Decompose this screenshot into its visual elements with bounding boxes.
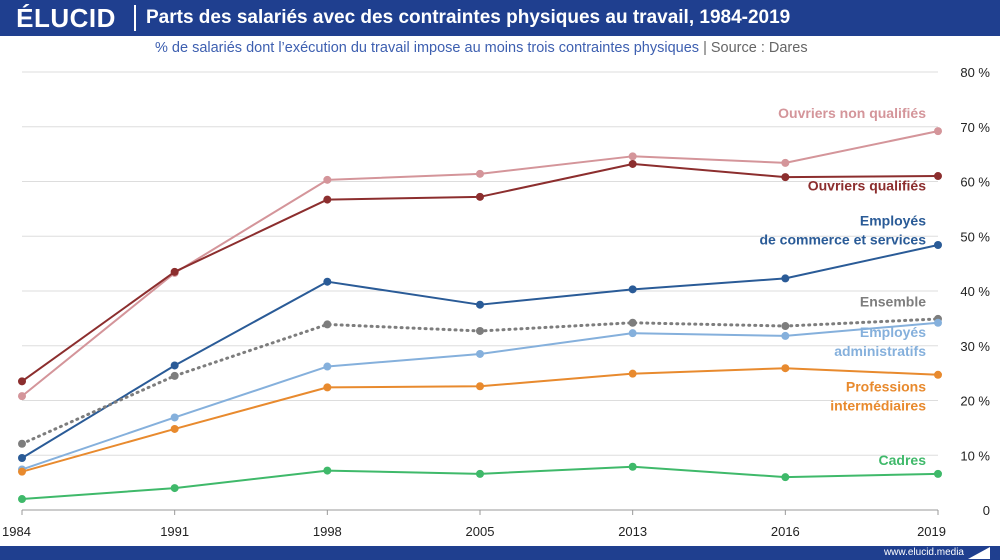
y-tick-label: 50 %: [960, 229, 990, 244]
y-tick-label: 60 %: [960, 175, 990, 190]
header-bar: ÉLUCID Parts des salariés avec des contr…: [0, 0, 1000, 36]
series-point: [781, 274, 790, 283]
x-tick-label: 2013: [618, 524, 647, 539]
y-tick-label: 70 %: [960, 120, 990, 135]
series-point: [934, 370, 942, 379]
series-point: [18, 467, 26, 476]
line-chart: 0 10 % 20 % 30 % 40 % 50 % 60 % 70 % 80 % 1984 199…: [2, 65, 990, 539]
y-tick-label: 30 %: [960, 339, 990, 354]
series-point: [323, 320, 332, 329]
series-point: [628, 369, 637, 378]
series-point: [476, 192, 484, 201]
series-point: [476, 382, 484, 391]
footer-bar: www.elucid.media: [0, 546, 1000, 560]
series-point: [934, 127, 942, 136]
series-line-3: [20, 317, 940, 446]
series-point: [628, 329, 637, 338]
footer-url[interactable]: www.elucid.media: [883, 547, 964, 558]
series-point: [170, 484, 179, 493]
series-point: [628, 318, 637, 327]
series-point: [170, 413, 179, 422]
series-point: [781, 158, 790, 167]
series-point: [781, 331, 790, 340]
series-point: [476, 349, 484, 358]
series-point: [323, 466, 332, 475]
series-point: [781, 173, 790, 182]
series-label: Employés: [860, 212, 926, 228]
series-point: [628, 159, 637, 168]
series-label: Cadres: [879, 452, 927, 468]
elucid-logo[interactable]: ÉLUCID: [16, 3, 116, 33]
series-point: [934, 241, 942, 250]
series-label: Employés: [860, 324, 926, 340]
logo-divider: [134, 5, 136, 31]
series-point: [628, 152, 637, 161]
series-point: [934, 469, 942, 478]
series-point: [476, 300, 484, 309]
chart-subtitle: % de salariés dont l’exécution du travai…: [155, 40, 808, 56]
y-tick-label: 80 %: [960, 65, 990, 80]
series-point: [18, 377, 26, 386]
series-point: [170, 424, 179, 433]
series-point: [18, 495, 26, 504]
series-line-4: [21, 321, 939, 471]
series-point: [781, 322, 790, 331]
series-point: [934, 318, 942, 327]
series-point: [934, 172, 942, 181]
y-tick-label: 0: [983, 503, 990, 518]
series-point: [170, 371, 179, 380]
y-tick-label: 40 %: [960, 284, 990, 299]
series-point: [323, 175, 332, 184]
series-point: [476, 169, 484, 178]
series-point: [323, 277, 332, 286]
y-tick-label: 20 %: [960, 394, 990, 409]
series-point: [628, 285, 637, 294]
series-point: [18, 439, 26, 448]
y-tick-label: 10 %: [960, 448, 990, 463]
x-tick-label: 2019: [917, 524, 946, 539]
series-point: [323, 362, 332, 371]
series-point: [323, 195, 332, 204]
series-point: [170, 361, 179, 370]
series-point: [323, 383, 332, 392]
series-label: Ouvriers non qualifiés: [778, 105, 926, 121]
series-label: de commerce et services: [759, 231, 926, 247]
x-tick-label: 2016: [771, 524, 800, 539]
series-point: [476, 326, 484, 335]
series-label: Ouvriers qualifiés: [808, 177, 926, 193]
series-label: Professions: [846, 379, 926, 395]
x-tick-label: 1998: [313, 524, 342, 539]
series-point: [781, 473, 790, 482]
series-label: Ensemble: [860, 293, 926, 309]
series-point: [18, 392, 26, 401]
chart-title: Parts des salariés avec des contraintes …: [146, 7, 791, 28]
x-tick-label: 1991: [160, 524, 189, 539]
elucid-mark-icon: [968, 547, 990, 559]
series-point: [781, 364, 790, 373]
x-tick-label: 2005: [466, 524, 495, 539]
series-point: [170, 267, 179, 276]
series-point: [628, 462, 637, 471]
source-text: | Source : Dares: [703, 40, 808, 56]
series-label: administratifs: [834, 343, 926, 359]
x-tick-label: 1984: [2, 524, 31, 539]
subtitle-text: % de salariés dont l’exécution du travai…: [155, 40, 700, 56]
series-point: [18, 453, 26, 462]
series-label: intermédiaires: [830, 398, 926, 414]
series-point: [476, 469, 484, 478]
